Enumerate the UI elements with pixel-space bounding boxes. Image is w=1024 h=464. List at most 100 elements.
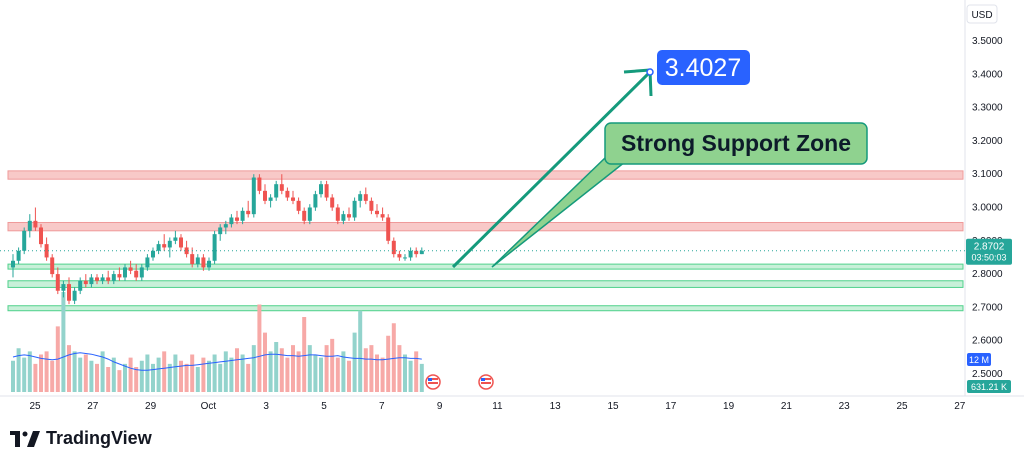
volume-bar <box>179 360 183 392</box>
candle <box>257 174 262 195</box>
brand-name: TradingView <box>46 428 152 448</box>
volume-bar <box>111 357 116 392</box>
candle <box>55 267 60 295</box>
candle-body <box>263 190 267 201</box>
volume-bar <box>380 357 385 392</box>
volume-bar <box>195 367 200 392</box>
candle-body <box>190 254 195 265</box>
volume-bar <box>27 351 32 392</box>
candle-body <box>363 194 368 201</box>
volume-layer <box>11 292 424 392</box>
candle-body <box>134 270 139 278</box>
arrow-endpoint <box>646 68 654 76</box>
candle-body <box>44 244 49 258</box>
candle-body <box>408 250 413 258</box>
candle <box>218 224 223 241</box>
volume-bar <box>106 367 111 392</box>
volume-bar <box>408 360 413 392</box>
candle <box>139 264 144 281</box>
price-axis[interactable]: 3.50003.40003.30003.20003.10003.00002.90… <box>972 36 1003 380</box>
zones-layer <box>7 170 964 312</box>
candle <box>151 247 155 261</box>
candle <box>89 274 94 288</box>
time-tick-label: Oct <box>201 401 217 412</box>
candle <box>39 224 43 248</box>
price-tick-label: 2.5000 <box>972 369 1003 380</box>
volume-bar <box>50 360 55 392</box>
volume-bar <box>128 357 133 392</box>
candle-body <box>139 267 144 278</box>
candle-body <box>307 207 312 221</box>
volume-bar <box>319 357 323 392</box>
volume-bar <box>83 354 88 392</box>
candle-body <box>145 257 150 268</box>
candle-body <box>162 244 167 248</box>
currency-badge[interactable]: USD <box>966 4 998 24</box>
price-tick-label: 2.7000 <box>972 302 1003 313</box>
volume-bar <box>235 348 239 392</box>
volume-bar <box>44 351 49 392</box>
candle <box>307 204 312 225</box>
volume-bar <box>139 360 144 392</box>
volume-bar <box>11 360 15 392</box>
time-tick-label: 17 <box>665 401 677 412</box>
volume-ma-badge: 12 M <box>967 353 991 366</box>
candle-body <box>414 250 419 255</box>
candle <box>223 220 228 235</box>
tradingview-logo[interactable]: TradingView <box>10 428 152 449</box>
volume-bar <box>347 360 351 392</box>
support-zone-callout[interactable]: Strong Support Zone <box>604 122 868 165</box>
volume-bar <box>16 348 21 392</box>
candle-body <box>106 277 111 281</box>
time-tick-label: 9 <box>437 401 443 412</box>
candle <box>145 254 150 271</box>
candle <box>201 254 206 271</box>
us-flag-icon[interactable] <box>425 374 441 390</box>
volume-bar <box>123 363 127 392</box>
time-axis[interactable]: 25 27 29 Oct 3 5 7 9 11 13 15 17 19 21 23 25 27 <box>29 401 965 412</box>
volume-last-badge: 631.21 K <box>967 380 1011 393</box>
volume-bar <box>39 354 43 392</box>
candle-body <box>291 197 295 201</box>
candle-body <box>16 250 21 261</box>
volume-bar <box>341 351 346 392</box>
time-tick-label: 27 <box>87 401 99 412</box>
candle-body <box>223 224 228 228</box>
candle <box>67 277 71 305</box>
time-tick-label: 25 <box>29 401 41 412</box>
volume-bar <box>78 357 83 392</box>
volume-bar <box>279 348 284 392</box>
candle-body <box>369 200 374 211</box>
candle-body <box>386 217 391 241</box>
support-zone <box>7 263 964 270</box>
volume-bar <box>22 357 27 392</box>
candle <box>330 194 335 211</box>
time-tick-label: 15 <box>607 401 619 412</box>
plot-area[interactable] <box>0 0 965 396</box>
volume-bar <box>89 360 94 392</box>
price-tick-label: 3.0000 <box>972 203 1003 214</box>
price-tick-label: 2.6000 <box>972 336 1003 347</box>
candle <box>313 190 318 211</box>
candle <box>173 230 178 245</box>
volume-bar <box>167 363 172 392</box>
volume-bar <box>291 345 295 392</box>
candle <box>279 174 284 195</box>
candle-body <box>380 214 385 218</box>
candle-body <box>319 184 323 195</box>
candle <box>78 277 83 295</box>
volume-bar <box>212 354 217 392</box>
volume-bar <box>330 338 335 392</box>
volume-bar <box>240 354 245 392</box>
candle <box>111 270 116 285</box>
candle <box>302 207 307 225</box>
candle-body <box>330 197 335 208</box>
target-label[interactable]: 3.4027 <box>657 50 750 85</box>
volume-bar <box>324 345 329 392</box>
candle <box>363 187 368 205</box>
candle-body <box>167 240 172 248</box>
candle <box>106 270 111 285</box>
candle <box>44 237 49 261</box>
us-flag-icon[interactable] <box>478 374 494 390</box>
